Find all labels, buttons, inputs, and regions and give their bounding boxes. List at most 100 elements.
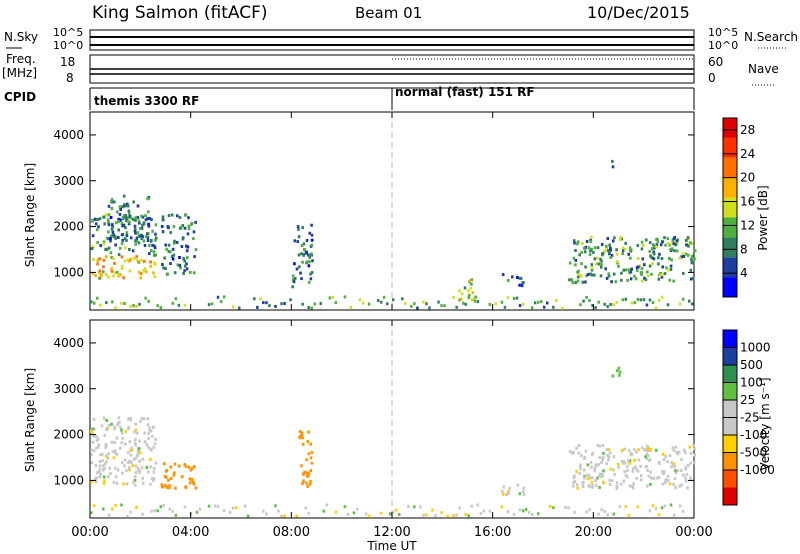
data-cell	[591, 476, 594, 480]
data-cell	[452, 514, 455, 518]
data-cell	[637, 458, 641, 462]
data-cell	[615, 252, 619, 256]
data-cell	[630, 301, 634, 305]
data-cell	[99, 303, 102, 307]
y-tick-label: 1000	[53, 473, 84, 487]
data-cell	[591, 451, 595, 455]
data-cell	[582, 299, 585, 303]
data-cell	[606, 249, 610, 253]
data-cell	[110, 227, 114, 231]
data-cell	[637, 448, 640, 452]
data-cell	[90, 511, 93, 515]
data-cell	[644, 448, 647, 452]
data-cell	[97, 443, 101, 447]
data-cell	[376, 299, 380, 302]
data-cell	[585, 510, 588, 514]
data-cell	[682, 271, 685, 275]
data-cell	[660, 257, 664, 261]
data-cell	[108, 513, 111, 517]
colorbar-tick-label: 500	[740, 358, 763, 372]
data-cell	[189, 468, 193, 472]
data-cell	[505, 493, 508, 496]
data-cell	[297, 253, 301, 257]
data-cell	[578, 253, 581, 257]
data-cell	[668, 257, 671, 261]
data-cell	[303, 248, 306, 251]
data-cell	[689, 461, 692, 465]
data-cell	[173, 271, 177, 275]
data-cell	[690, 254, 694, 258]
data-cell	[98, 475, 102, 479]
data-cell	[382, 295, 386, 299]
data-cell	[404, 302, 407, 305]
data-cell	[590, 273, 594, 277]
data-cell	[506, 510, 510, 514]
data-cell	[615, 487, 619, 491]
data-cell	[594, 483, 598, 487]
data-cell	[130, 460, 133, 464]
data-cell	[190, 478, 194, 482]
data-cell	[664, 455, 668, 458]
data-cell	[149, 457, 152, 461]
data-cell	[141, 215, 145, 219]
data-cell	[685, 243, 688, 247]
data-cell	[571, 281, 575, 285]
colorbar-swatch	[723, 137, 737, 158]
data-cell	[207, 504, 211, 508]
data-cell	[623, 470, 626, 474]
data-cell	[684, 467, 688, 471]
nsearch-label: N.Search	[744, 30, 798, 44]
data-cell	[572, 239, 576, 243]
data-cell	[500, 300, 504, 304]
data-cell	[122, 194, 126, 198]
data-cell	[522, 493, 526, 496]
colorbar-tick-label: 4	[740, 266, 748, 280]
data-cell	[132, 457, 136, 461]
data-cell	[91, 440, 95, 444]
data-cell	[310, 243, 314, 247]
data-cell	[606, 237, 610, 240]
data-cell	[122, 214, 126, 218]
data-cell	[303, 470, 306, 474]
data-cell	[660, 506, 664, 510]
data-cell	[675, 450, 678, 454]
colorbar-swatch	[723, 417, 737, 435]
data-cell	[169, 476, 173, 480]
data-cell	[97, 445, 100, 449]
data-cell	[611, 165, 615, 169]
data-cell	[181, 237, 185, 241]
data-cell	[664, 478, 668, 482]
data-cell	[428, 306, 431, 310]
data-cell	[149, 260, 152, 264]
data-cell	[676, 469, 680, 473]
data-cell	[663, 504, 667, 508]
data-cell	[133, 441, 137, 445]
data-cell	[585, 295, 588, 299]
data-cell	[295, 267, 299, 271]
data-cell	[590, 465, 593, 469]
data-cell	[293, 262, 296, 266]
data-cell	[167, 243, 171, 247]
data-cell	[693, 249, 697, 253]
data-cell	[185, 244, 188, 248]
data-cell	[607, 274, 611, 278]
data-cell	[144, 218, 148, 222]
data-cell	[646, 454, 650, 457]
date-title: 10/Dec/2015	[587, 3, 690, 22]
data-cell	[460, 292, 464, 296]
data-cell	[693, 257, 696, 261]
data-cell	[90, 461, 94, 465]
data-cell	[655, 476, 659, 480]
data-cell	[129, 510, 132, 514]
data-cell	[132, 480, 135, 484]
data-cell	[178, 464, 181, 468]
data-cell	[134, 471, 138, 475]
data-cell	[600, 259, 603, 263]
data-cell	[98, 470, 101, 474]
data-cell	[440, 304, 443, 308]
data-cell	[146, 239, 150, 242]
data-cell	[309, 456, 313, 460]
data-cell	[630, 453, 634, 457]
x-tick-label: 16:00	[474, 525, 511, 540]
